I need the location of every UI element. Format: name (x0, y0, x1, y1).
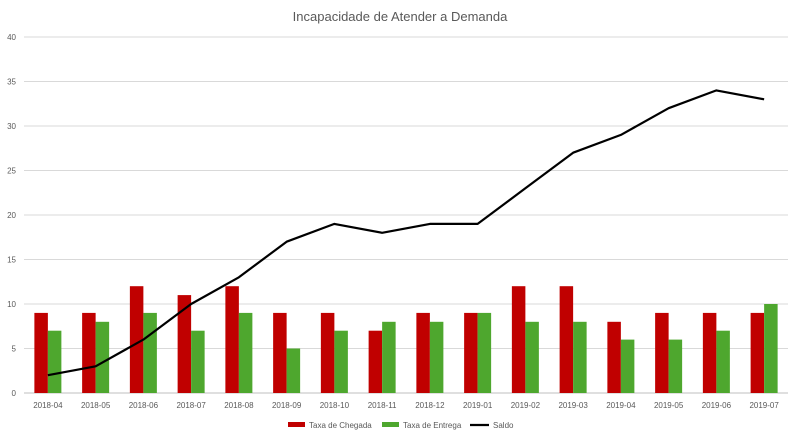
bar-taxa-de-entrega (716, 331, 730, 393)
legend-label: Saldo (493, 421, 514, 430)
x-tick-label: 2018-05 (81, 401, 111, 410)
bar-taxa-de-chegada (321, 313, 335, 393)
bar-taxa-de-chegada (703, 313, 717, 393)
bar-taxa-de-entrega (382, 322, 396, 393)
bar-taxa-de-entrega (287, 349, 301, 394)
bar-taxa-de-chegada (607, 322, 621, 393)
bar-taxa-de-chegada (655, 313, 669, 393)
bar-taxa-de-entrega (96, 322, 110, 393)
bar-taxa-de-chegada (464, 313, 478, 393)
x-tick-label: 2019-06 (702, 401, 732, 410)
chart-title: Incapacidade de Atender a Demanda (0, 9, 800, 24)
bar-taxa-de-entrega (239, 313, 253, 393)
legend-label: Taxa de Entrega (403, 421, 462, 430)
y-tick-label: 15 (7, 256, 16, 265)
bar-taxa-de-entrega (573, 322, 587, 393)
x-tick-label: 2018-04 (33, 401, 63, 410)
bar-taxa-de-chegada (273, 313, 287, 393)
bar-taxa-de-chegada (369, 331, 383, 393)
bar-taxa-de-chegada (512, 286, 526, 393)
y-tick-label: 40 (7, 33, 16, 42)
y-tick-label: 30 (7, 122, 16, 131)
bar-taxa-de-chegada (34, 313, 48, 393)
legend-label: Taxa de Chegada (309, 421, 372, 430)
bar-taxa-de-chegada (225, 286, 239, 393)
x-tick-label: 2018-06 (129, 401, 159, 410)
x-tick-label: 2019-04 (606, 401, 636, 410)
x-tick-label: 2018-09 (272, 401, 302, 410)
x-tick-label: 2019-03 (558, 401, 588, 410)
bar-taxa-de-entrega (430, 322, 444, 393)
x-tick-label: 2019-05 (654, 401, 684, 410)
y-tick-label: 0 (12, 389, 17, 398)
bar-taxa-de-entrega (48, 331, 62, 393)
bar-taxa-de-chegada (82, 313, 96, 393)
bar-taxa-de-entrega (143, 313, 157, 393)
y-tick-label: 20 (7, 211, 16, 220)
bar-taxa-de-chegada (416, 313, 430, 393)
bar-taxa-de-entrega (669, 340, 683, 393)
x-tick-label: 2018-12 (415, 401, 445, 410)
y-tick-label: 5 (12, 345, 17, 354)
bar-taxa-de-chegada (751, 313, 765, 393)
x-tick-label: 2019-01 (463, 401, 493, 410)
x-tick-label: 2018-11 (368, 401, 397, 410)
x-tick-label: 2019-07 (749, 401, 779, 410)
y-tick-label: 35 (7, 78, 16, 87)
bar-taxa-de-entrega (191, 331, 205, 393)
bar-taxa-de-entrega (525, 322, 539, 393)
bar-taxa-de-entrega (621, 340, 635, 393)
bar-taxa-de-chegada (560, 286, 574, 393)
x-tick-label: 2018-10 (320, 401, 350, 410)
x-tick-label: 2018-07 (176, 401, 206, 410)
x-tick-label: 2018-08 (224, 401, 254, 410)
legend-swatch (288, 422, 305, 427)
y-tick-label: 25 (7, 167, 16, 176)
legend-swatch (382, 422, 399, 427)
y-tick-label: 10 (7, 300, 16, 309)
x-tick-label: 2019-02 (511, 401, 541, 410)
bar-taxa-de-entrega (764, 304, 778, 393)
bar-taxa-de-entrega (478, 313, 492, 393)
bar-taxa-de-entrega (334, 331, 348, 393)
